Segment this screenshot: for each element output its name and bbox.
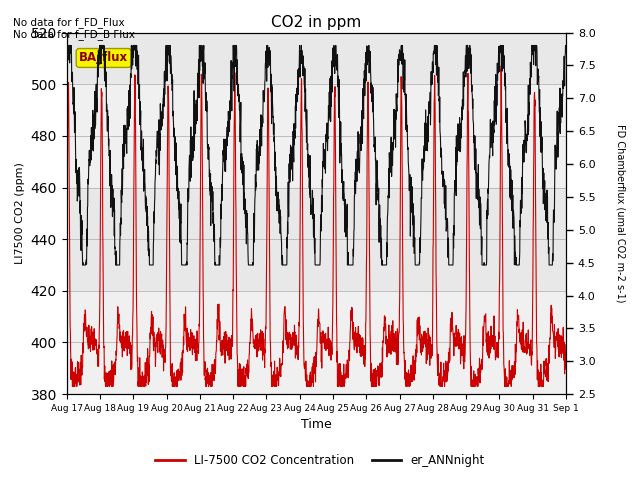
Text: No data for f_FD_B Flux: No data for f_FD_B Flux [13, 29, 135, 40]
Bar [67, 84, 566, 188]
Text: BA_flux: BA_flux [79, 51, 128, 64]
Y-axis label: LI7500 CO2 (ppm): LI7500 CO2 (ppm) [15, 162, 25, 264]
Text: No data for f_FD_Flux: No data for f_FD_Flux [13, 17, 124, 28]
X-axis label: Time: Time [301, 419, 332, 432]
Bar [67, 33, 566, 84]
Bar [67, 291, 566, 394]
Bar [67, 188, 566, 291]
Y-axis label: FD Chamberflux (umal CO2 m-2 s-1): FD Chamberflux (umal CO2 m-2 s-1) [615, 124, 625, 302]
Legend: LI-7500 CO2 Concentration, er_ANNnight: LI-7500 CO2 Concentration, er_ANNnight [150, 449, 490, 472]
Title: CO2 in ppm: CO2 in ppm [271, 15, 362, 30]
